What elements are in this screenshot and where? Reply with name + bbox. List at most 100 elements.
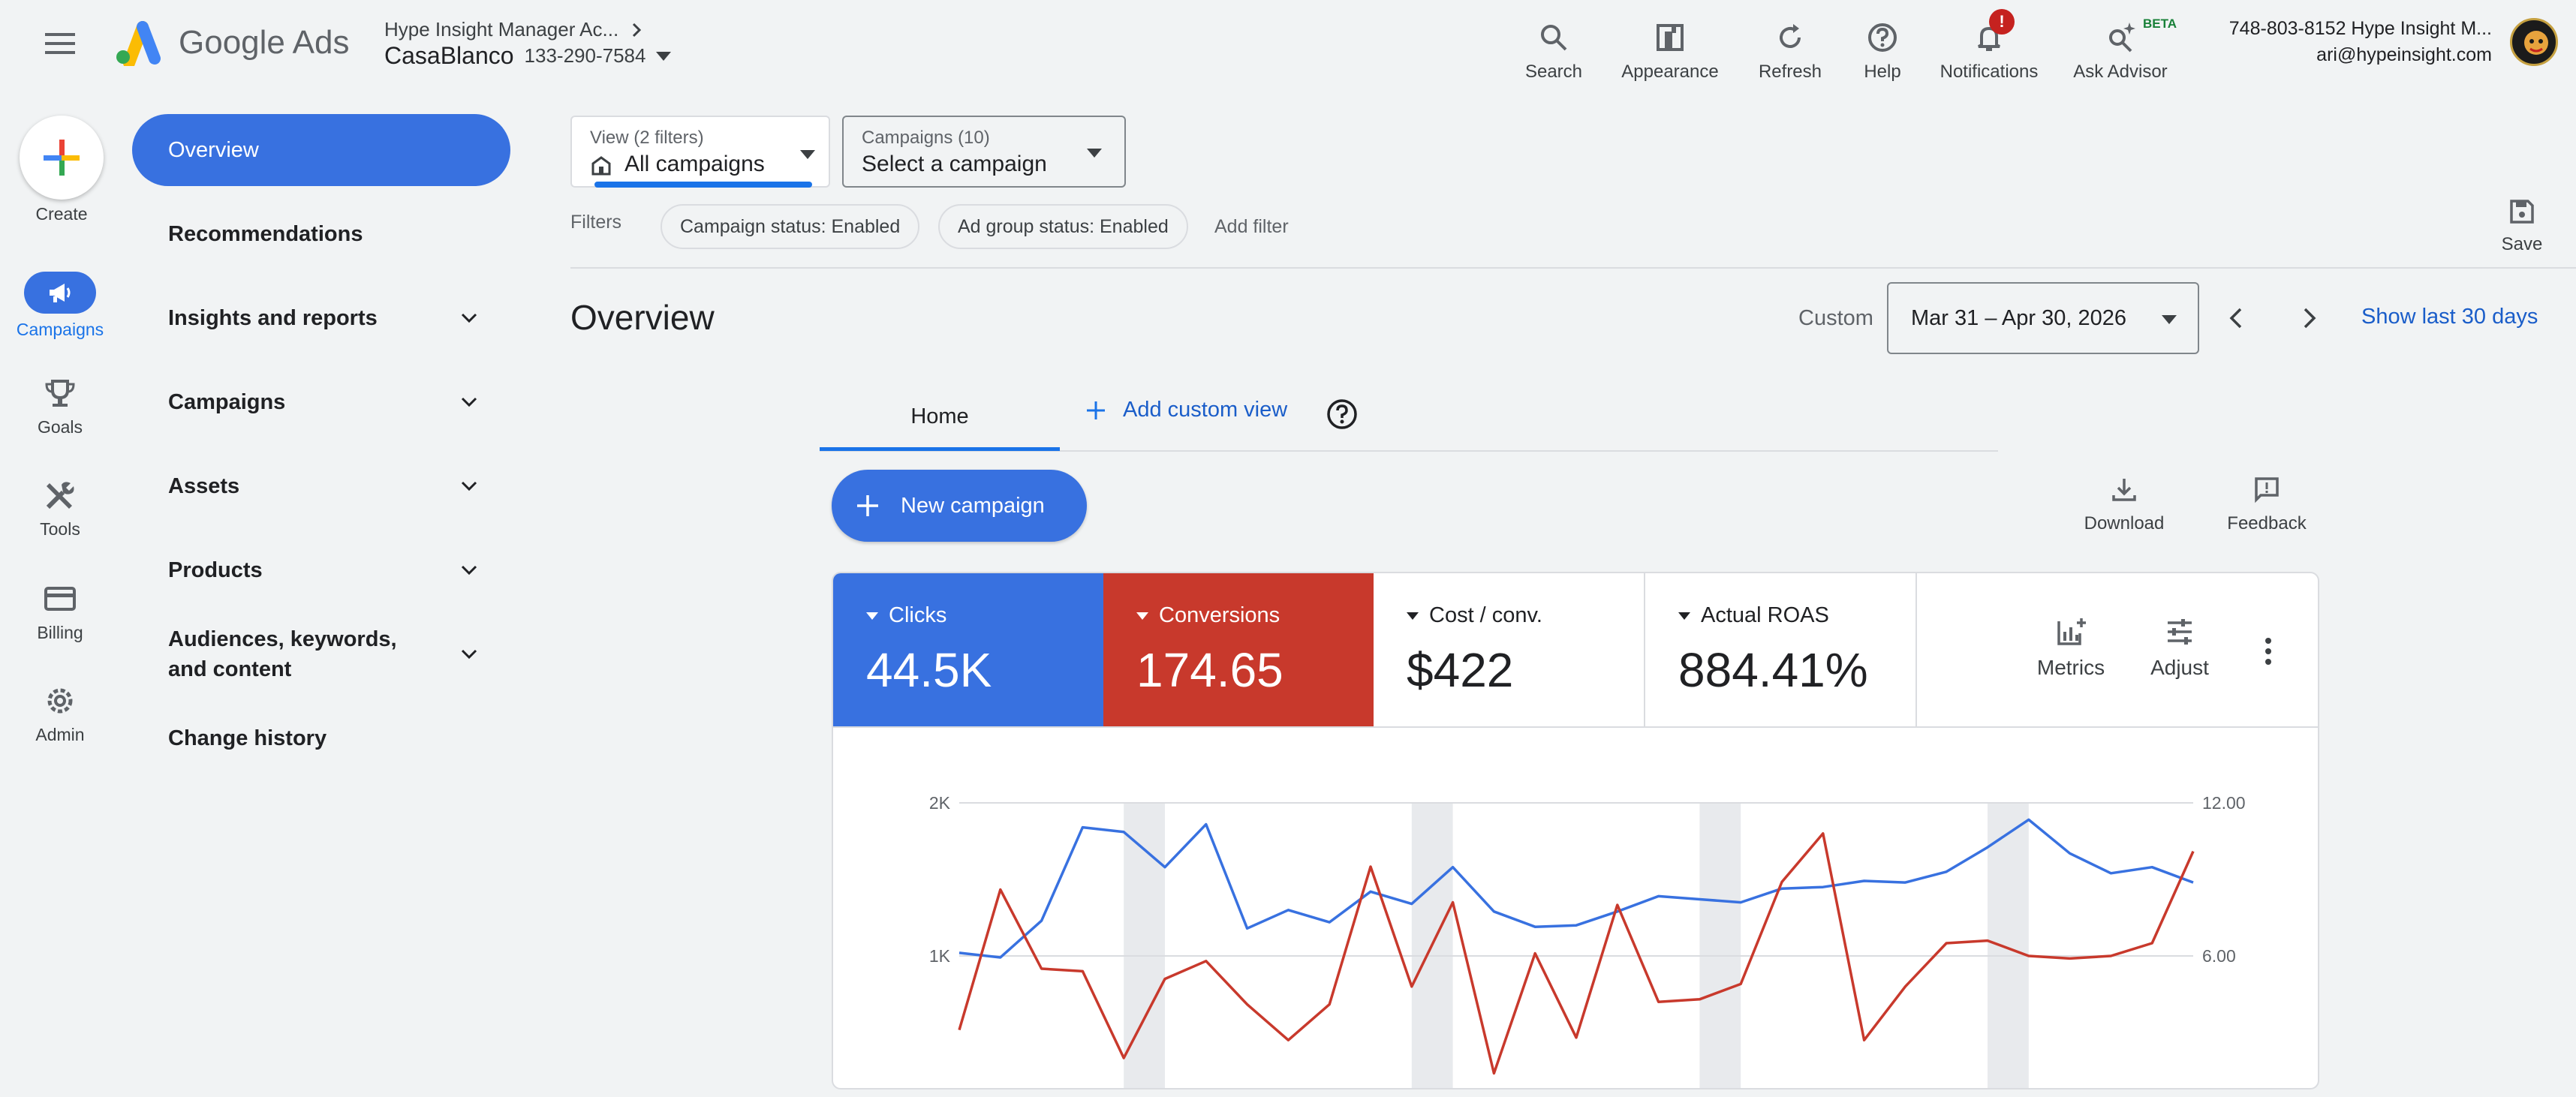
add-filter-link[interactable]: Add filter (1214, 216, 1289, 237)
nav-item-overview[interactable]: Overview (132, 114, 510, 186)
store-icon (591, 156, 611, 176)
chevron-down-icon (461, 565, 477, 576)
plus-icon (857, 495, 878, 516)
y-right-tick-label: 12.00 (2202, 793, 2246, 813)
appearance-action[interactable]: Appearance (1618, 0, 1723, 83)
manager-account-name: Hype Insight Manager Ac... (384, 18, 619, 41)
tabs-help-button[interactable] (1326, 398, 1359, 431)
nav-label: Change history (168, 726, 327, 750)
nav-item-insights[interactable]: Insights and reports (132, 282, 510, 354)
feedback-button[interactable]: Feedback (2214, 474, 2319, 534)
nav-label: Overview (168, 137, 259, 162)
avatar[interactable] (2510, 18, 2558, 66)
create-button[interactable] (20, 116, 104, 200)
menu-icon[interactable] (44, 30, 77, 57)
download-button[interactable]: Download (2072, 474, 2177, 534)
filter-divider (570, 267, 2576, 269)
series-line-clicks (958, 818, 2194, 959)
previous-period-button[interactable] (2222, 303, 2252, 333)
metric-actual-roas[interactable]: Actual ROAS 884.41% (1645, 573, 1917, 726)
nav-item-audiences[interactable]: Audiences, keywords, and content (132, 620, 510, 689)
rail-item-campaigns[interactable]: Campaigns (0, 272, 120, 340)
rail-label-campaigns: Campaigns (16, 320, 104, 339)
chevron-down-icon (461, 649, 477, 660)
tune-icon (2168, 619, 2192, 645)
nav-item-recommendations[interactable]: Recommendations (132, 198, 510, 270)
date-mode-label: Custom (1798, 306, 1873, 330)
metrics-label: Metrics (2036, 656, 2105, 679)
save-icon (2510, 200, 2534, 224)
download-label: Download (2084, 513, 2165, 533)
tools-icon (46, 482, 74, 509)
rail-item-goals[interactable]: Goals (0, 375, 120, 437)
nav-item-products[interactable]: Products (132, 534, 510, 606)
new-campaign-label: New campaign (901, 493, 1045, 518)
chevron-left-icon (2229, 308, 2242, 329)
rail-label-admin: Admin (35, 725, 85, 744)
caret-down-icon (800, 150, 815, 159)
filter-chip-campaign-status[interactable]: Campaign status: Enabled (661, 204, 920, 249)
metrics-divider (833, 726, 2318, 728)
rail-item-tools[interactable]: Tools (0, 477, 120, 539)
new-campaign-button[interactable]: New campaign (832, 470, 1087, 542)
plus-icon (1087, 401, 1105, 419)
save-button[interactable]: Save (2498, 197, 2546, 255)
date-range-value: Mar 31 – Apr 30, 2026 (1911, 306, 2126, 330)
help-label: Help (1864, 62, 1901, 82)
more-options-button[interactable] (2261, 635, 2276, 668)
account-selector[interactable]: CasaBlanco 133-290-7584 (384, 42, 672, 70)
metric-name: Cost / conv. (1429, 603, 1542, 627)
metric-conversions[interactable]: Conversions 174.65 (1103, 573, 1374, 726)
tab-home[interactable]: Home (820, 381, 1060, 452)
rail-label-billing: Billing (37, 623, 83, 642)
user-info[interactable]: 748-803-8152 Hype Insight M... ari@hypei… (2229, 18, 2492, 66)
nav-item-campaigns[interactable]: Campaigns (132, 366, 510, 438)
y-left-tick-label: 2K (929, 793, 951, 813)
brand-name: Google Ads (179, 24, 350, 61)
metric-cost-per-conversion[interactable]: Cost / conv. $422 (1374, 573, 1645, 726)
filter-chip-ad-group-status[interactable]: Ad group status: Enabled (938, 204, 1188, 249)
search-label: Search (1524, 62, 1583, 82)
next-period-button[interactable] (2294, 303, 2324, 333)
caret-down-icon (1136, 612, 1148, 620)
filters-label: Filters (570, 212, 622, 233)
metric-clicks[interactable]: Clicks 44.5K (833, 573, 1103, 726)
metrics-button[interactable]: Metrics (2030, 615, 2112, 680)
metric-name: Clicks (889, 603, 947, 627)
notification-badge: ! (1989, 9, 2015, 35)
chevron-right-icon (2304, 308, 2316, 329)
campaign-dropdown-value: Select a campaign (862, 152, 1047, 176)
weekend-band (1699, 803, 1741, 1088)
feedback-icon (2255, 477, 2279, 503)
date-range-picker[interactable]: Mar 31 – Apr 30, 2026 (1887, 282, 2199, 354)
adjust-button[interactable]: Adjust (2142, 615, 2217, 680)
view-dropdown[interactable]: View (2 filters) All campaigns (570, 116, 830, 188)
gear-icon (47, 688, 73, 714)
rail-label-tools: Tools (40, 519, 80, 539)
notifications-action[interactable]: ! Notifications (1929, 0, 2049, 83)
nav-label: Recommendations (168, 221, 363, 246)
weekend-band (1988, 803, 2029, 1088)
search-action[interactable]: Search (1524, 0, 1584, 83)
caret-down-icon (2162, 315, 2177, 324)
add-custom-view-tab[interactable]: Add custom view (1084, 398, 1287, 422)
refresh-action[interactable]: Refresh (1753, 0, 1828, 83)
chevron-down-icon (461, 397, 477, 407)
nav-item-change-history[interactable]: Change history (132, 702, 510, 774)
show-last-30-days-link[interactable]: Show last 30 days (2361, 305, 2538, 329)
rail-item-billing[interactable]: Billing (0, 581, 120, 643)
user-account-line: 748-803-8152 Hype Insight M... (2228, 18, 2492, 39)
help-action[interactable]: Help (1852, 0, 1912, 83)
google-ads-logo-icon (113, 21, 162, 66)
performance-card: Clicks 44.5K Conversions 174.65 Cost / c… (832, 572, 2319, 1089)
nav-item-assets[interactable]: Assets (132, 450, 510, 522)
ask-advisor-action[interactable]: BETA Ask Advisor (2064, 0, 2177, 83)
rail-item-admin[interactable]: Admin (0, 683, 120, 745)
card-icon (44, 587, 76, 611)
refresh-label: Refresh (1758, 62, 1822, 82)
help-icon (1327, 399, 1357, 429)
campaign-dropdown[interactable]: Campaigns (10) Select a campaign (842, 116, 1126, 188)
beta-badge: BETA (2143, 17, 2177, 31)
y-right-tick-label: 6.00 (2202, 946, 2236, 966)
manager-account-link[interactable]: Hype Insight Manager Ac... (384, 18, 647, 41)
